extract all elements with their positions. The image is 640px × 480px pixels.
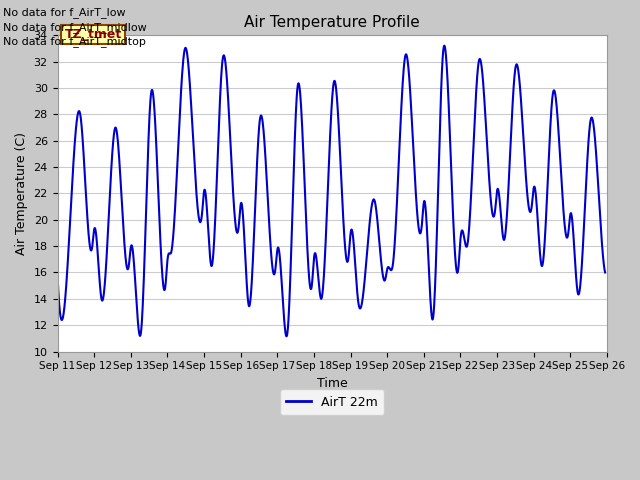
Text: No data for f_AirT_midtop: No data for f_AirT_midtop: [3, 36, 146, 47]
Text: No data for f_AirT_low: No data for f_AirT_low: [3, 7, 126, 18]
Title: Air Temperature Profile: Air Temperature Profile: [244, 15, 420, 30]
Legend: AirT 22m: AirT 22m: [280, 389, 385, 415]
Y-axis label: Air Temperature (C): Air Temperature (C): [15, 132, 28, 255]
Text: No data for f_AirT_midlow: No data for f_AirT_midlow: [3, 22, 147, 33]
X-axis label: Time: Time: [317, 377, 348, 390]
Text: TZ_tmet: TZ_tmet: [65, 28, 122, 41]
